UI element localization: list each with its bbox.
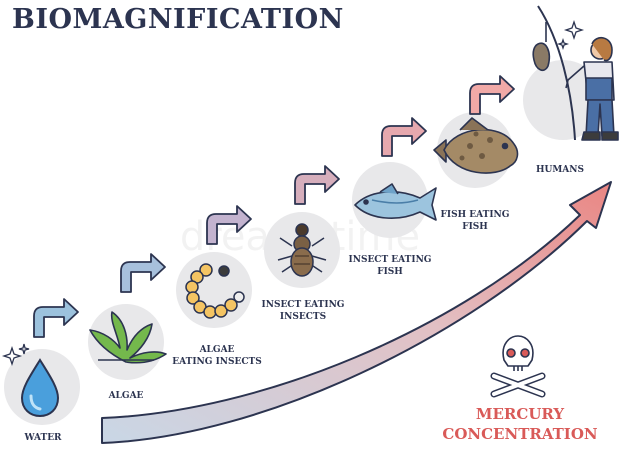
fisherman-icon xyxy=(532,5,619,141)
step-arrow-1 xyxy=(33,298,79,338)
label-humans: HUMANS xyxy=(535,165,585,175)
step-arrow-2 xyxy=(120,253,166,293)
larva-icon xyxy=(185,263,245,319)
circle-humans xyxy=(523,60,603,140)
label-insect-eating-fish: INSECT EATING FISH xyxy=(348,255,432,277)
step-arrow-3 xyxy=(206,205,252,245)
mercury-concentration-label: MERCURY CONCENTRATION xyxy=(442,405,598,443)
label-water: WATER xyxy=(24,433,62,443)
step-arrow-5 xyxy=(381,117,427,157)
mercury-trend-arrow xyxy=(101,181,612,444)
big-fish-icon xyxy=(433,117,519,174)
diagram-title: BIOMAGNIFICATION xyxy=(12,4,344,35)
skull-crossbones-icon xyxy=(490,335,546,398)
sparkle-icon xyxy=(1,343,30,367)
water-drop-icon xyxy=(20,358,60,418)
algae-icon xyxy=(89,311,167,364)
fish-icon xyxy=(354,183,437,221)
label-algae-eating-insects: ALGAE EATING INSECTS xyxy=(172,345,262,367)
label-algae: ALGAE xyxy=(108,391,144,401)
sparkle-icon xyxy=(556,19,585,51)
insect-icon xyxy=(277,223,327,277)
step-arrow-6 xyxy=(469,75,515,115)
step-arrow-4 xyxy=(294,165,340,205)
label-insect-eating-insects: INSECT EATING INSECTS xyxy=(261,300,345,322)
label-fish-eating-fish: FISH EATING FISH xyxy=(440,210,510,232)
